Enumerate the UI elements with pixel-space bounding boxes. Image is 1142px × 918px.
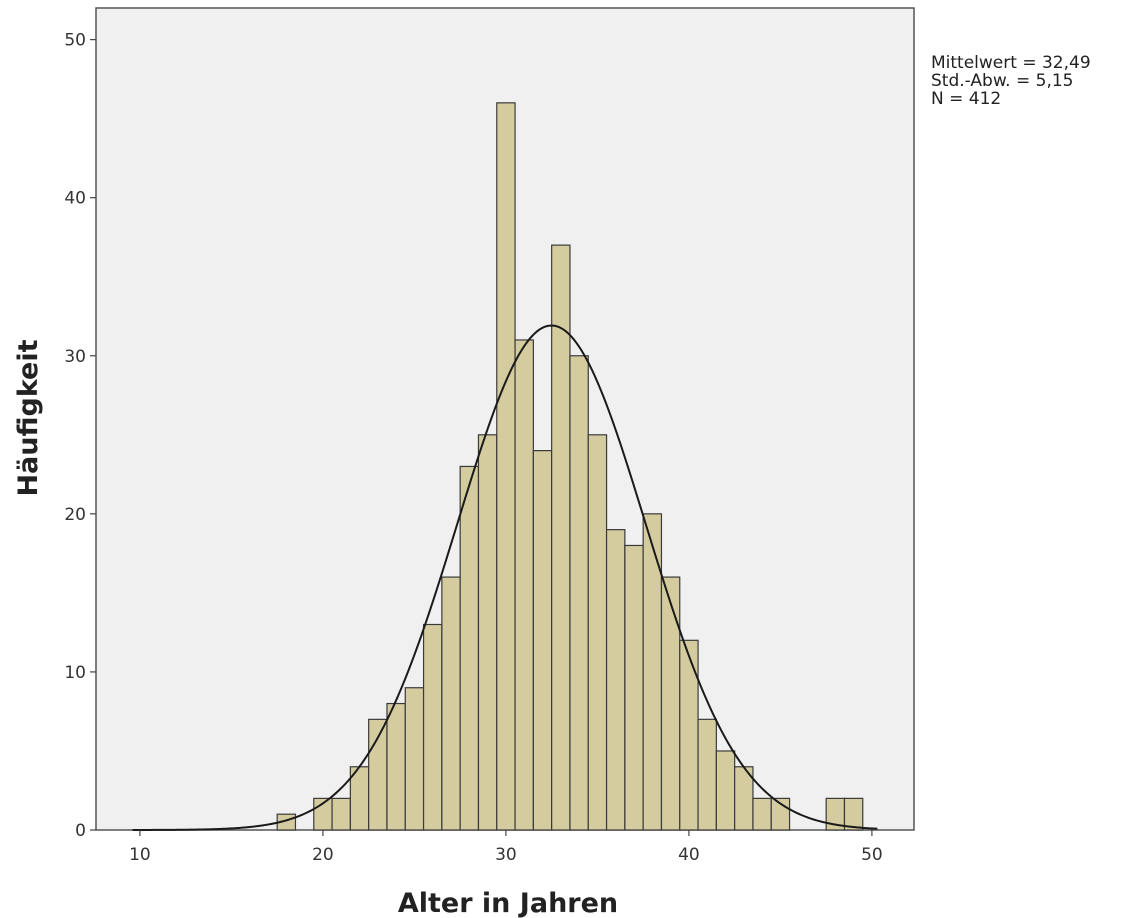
histogram-bar <box>660 576 681 831</box>
histogram-bar <box>477 434 498 831</box>
stats-sd: Std.-Abw. = 5,15 <box>931 71 1073 91</box>
histogram-bar <box>569 355 589 831</box>
histogram-bar <box>697 718 717 831</box>
histogram-bar <box>514 339 534 831</box>
histogram-bar <box>441 576 461 831</box>
x-tick-label: 50 <box>861 845 883 865</box>
stats-box: Mittelwert = 32,49 Std.-Abw. = 5,15 N = … <box>931 53 1091 109</box>
y-tick-label: 40 <box>64 189 86 209</box>
histogram-bar <box>422 623 443 831</box>
x-axis: 10 20 30 40 50 <box>129 830 883 865</box>
histogram-bar <box>331 797 351 831</box>
y-axis-title: Häufigkeit <box>13 339 44 496</box>
histogram-bar <box>605 529 626 831</box>
histogram-bar <box>587 434 608 831</box>
stats-mean: Mittelwert = 32,49 <box>931 53 1091 73</box>
x-axis-title: Alter in Jahren <box>398 888 618 918</box>
y-axis: 0 10 20 30 40 50 <box>64 31 96 841</box>
x-tick-label: 10 <box>129 845 151 865</box>
x-tick-label: 20 <box>312 845 334 865</box>
y-tick-label: 30 <box>64 347 86 367</box>
histogram-bar <box>404 687 425 831</box>
x-tick-label: 30 <box>495 845 517 865</box>
histogram-bar <box>386 702 406 831</box>
histogram-bar <box>679 639 699 831</box>
histogram-bars <box>276 102 864 831</box>
y-tick-label: 50 <box>64 31 86 51</box>
x-tick-label: 40 <box>678 845 700 865</box>
histogram-bar <box>752 797 772 831</box>
histogram-bar <box>642 513 663 831</box>
histogram-bar <box>496 102 516 831</box>
stats-n: N = 412 <box>931 89 1001 109</box>
y-tick-label: 0 <box>75 821 86 841</box>
y-tick-label: 10 <box>64 663 86 683</box>
y-tick-label: 20 <box>64 505 86 525</box>
histogram-bar <box>624 544 644 831</box>
normal-distribution-curve <box>132 324 878 831</box>
histogram-bar <box>843 797 864 831</box>
histogram-bar <box>459 465 480 831</box>
histogram-bar <box>715 750 736 831</box>
histogram-bar <box>532 450 553 831</box>
